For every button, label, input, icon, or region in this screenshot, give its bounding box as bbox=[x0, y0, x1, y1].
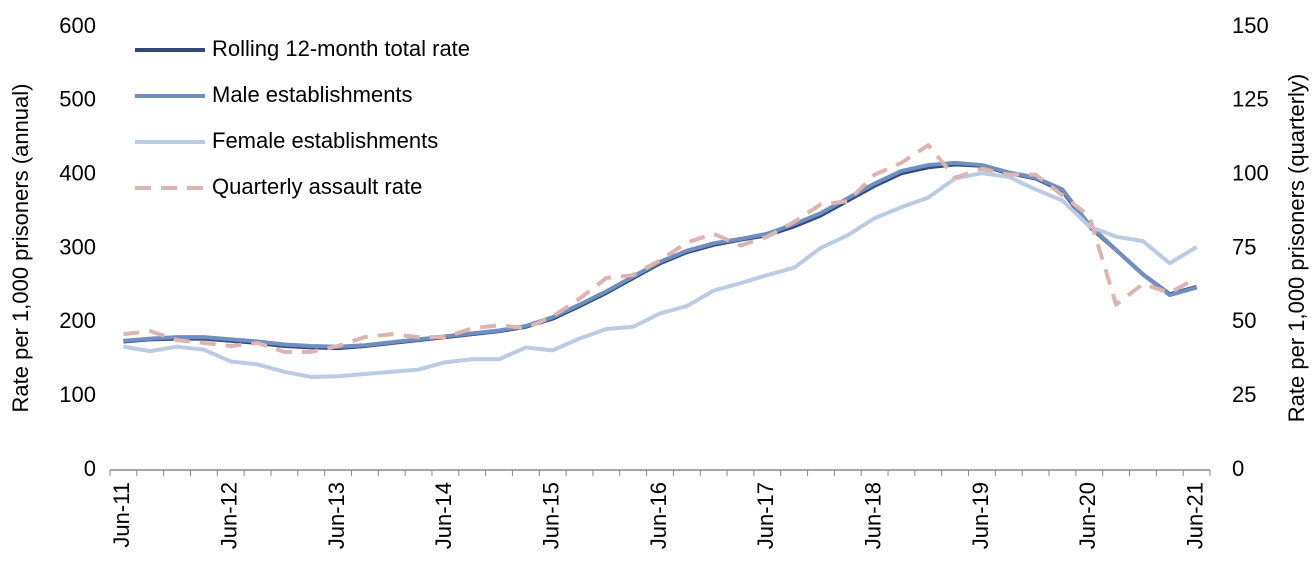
y2-tick-label: 25 bbox=[1232, 382, 1256, 407]
y2-axis-title: Rate per 1,000 prisoners (quarterly) bbox=[1284, 74, 1309, 423]
x-tick-label: Jun-21 bbox=[1182, 482, 1207, 549]
y2-tick-label: 50 bbox=[1232, 308, 1256, 333]
y-tick-label: 600 bbox=[59, 13, 96, 38]
y-tick-label: 400 bbox=[59, 160, 96, 185]
y-tick-label: 100 bbox=[59, 382, 96, 407]
y-tick-label: 500 bbox=[59, 87, 96, 112]
x-tick-label: Jun-20 bbox=[1075, 482, 1100, 549]
x-tick-label: Jun-12 bbox=[217, 482, 242, 549]
x-tick-label: Jun-15 bbox=[538, 482, 563, 549]
y2-tick-label: 100 bbox=[1232, 160, 1269, 185]
series-line bbox=[123, 171, 1198, 379]
y-axis-title: Rate per 1,000 prisoners (annual) bbox=[8, 84, 33, 413]
x-tick-label: Jun-13 bbox=[324, 482, 349, 549]
y2-tick-label: 0 bbox=[1232, 456, 1244, 481]
x-tick-label: Jun-16 bbox=[646, 482, 671, 549]
y-tick-label: 200 bbox=[59, 308, 96, 333]
y-tick-label: 0 bbox=[84, 456, 96, 481]
series-line bbox=[123, 143, 1198, 354]
legend-label: Male establishments bbox=[212, 82, 413, 107]
legend-label: Female establishments bbox=[212, 128, 438, 153]
y2-tick-label: 75 bbox=[1232, 234, 1256, 259]
y2-tick-label: 150 bbox=[1232, 13, 1269, 38]
x-tick-label: Jun-17 bbox=[753, 482, 778, 549]
y-tick-label: 300 bbox=[59, 234, 96, 259]
x-tick-label: Jun-11 bbox=[109, 482, 134, 548]
x-tick-label: Jun-19 bbox=[968, 482, 993, 549]
x-tick-label: Jun-18 bbox=[860, 482, 885, 549]
y2-tick-label: 125 bbox=[1232, 87, 1269, 112]
x-tick-label: Jun-14 bbox=[431, 482, 456, 549]
legend-label: Quarterly assault rate bbox=[212, 174, 422, 199]
legend-label: Rolling 12-month total rate bbox=[212, 36, 470, 61]
